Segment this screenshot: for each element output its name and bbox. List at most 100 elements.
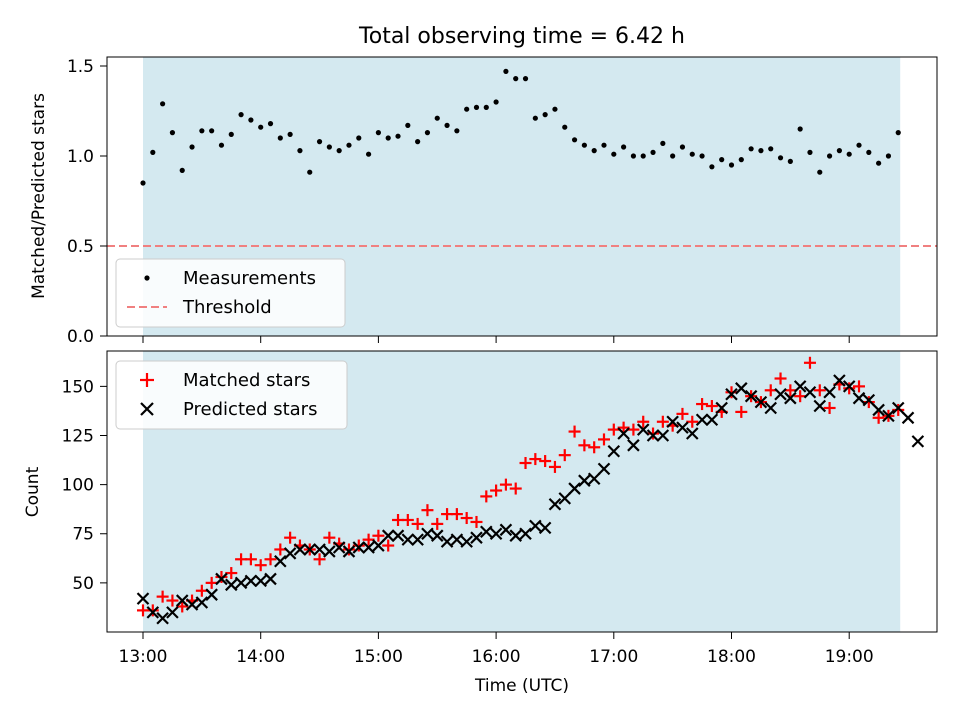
- predicted-star-point: [470, 531, 483, 544]
- predicted-star-point: [480, 525, 493, 539]
- measurement-point: [179, 167, 185, 173]
- measurement-point: [503, 68, 509, 74]
- top-y-tick-label: 0.0: [67, 327, 94, 347]
- x-tick-label: 16:00: [472, 647, 521, 667]
- bottom-x-ticks: 13:00 14:00 15:00 16:00 17:00 18:00 19:00: [119, 632, 874, 667]
- predicted-star-point-b: [185, 598, 199, 611]
- measurement-point: [836, 148, 842, 154]
- predicted-star-point-b: [636, 423, 650, 436]
- top-panel: 0.0 0.5 1.0 1.5 Total observing time = 6.42…: [29, 24, 938, 347]
- predicted-star-point: [205, 588, 218, 601]
- predicted-stars-points: [136, 374, 925, 625]
- matched-star-point: [872, 411, 885, 424]
- measurement-point: [169, 130, 176, 136]
- predicted-star-point-b: [617, 427, 630, 440]
- measurement-point: [434, 115, 440, 121]
- matched-star-point: [656, 415, 669, 428]
- measurement-point: [218, 142, 225, 148]
- matched-star-point: [421, 504, 434, 517]
- predicted-star-point-b: [156, 611, 169, 625]
- measurement-point: [885, 153, 892, 159]
- predicted-star-point: [725, 387, 738, 401]
- predicted-star-point-b: [715, 401, 728, 415]
- matched-star-point: [696, 398, 709, 411]
- measurement-points: [140, 68, 901, 186]
- measurement-point: [679, 144, 686, 150]
- predicted-star-point-b: [293, 543, 307, 556]
- matched-star-point: [254, 559, 267, 572]
- x-tick-label: 18:00: [707, 647, 756, 667]
- predicted-star-point: [401, 533, 415, 546]
- matched-star-point: [244, 553, 257, 566]
- measurement-point: [297, 148, 303, 154]
- bottom-legend: Matched stars Predicted stars: [115, 360, 348, 430]
- bottom-y-axis-label: Count: [23, 466, 43, 517]
- matched-star-point: [166, 594, 179, 607]
- matched-star-point: [274, 543, 287, 556]
- predicted-star-point: [764, 401, 778, 415]
- predicted-star-point: [646, 429, 660, 442]
- measurement-point: [522, 76, 529, 82]
- measurement-point: [777, 155, 784, 161]
- predicted-star-point: [372, 539, 385, 552]
- measurement-point: [807, 149, 813, 155]
- measurement-point: [817, 169, 823, 175]
- predicted-star-point: [656, 429, 670, 442]
- predicted-star-point: [607, 444, 621, 458]
- measurement-point: [307, 169, 313, 175]
- measurement-point: [650, 149, 656, 155]
- legend-threshold-label: Threshold: [182, 297, 272, 318]
- predicted-star-point: [666, 415, 679, 429]
- predicted-star-point-b: [470, 531, 483, 544]
- measurement-point: [611, 151, 617, 157]
- predicted-star-point-b: [234, 576, 248, 590]
- predicted-star-point-b: [548, 497, 562, 511]
- matched-star-point: [225, 567, 238, 580]
- measurement-point: [160, 101, 166, 107]
- bottom-legend-box: [115, 360, 348, 430]
- predicted-star-point: [705, 413, 719, 427]
- predicted-star-point-b: [244, 574, 258, 588]
- predicted-star-point: [136, 592, 150, 605]
- top-y-axis-label: Matched/Predicted stars: [29, 93, 49, 299]
- predicted-star-point-b: [323, 545, 336, 558]
- matched-star-point: [568, 425, 581, 438]
- matched-star-point: [735, 405, 748, 418]
- measurement-point: [601, 142, 607, 148]
- predicted-star-point: [823, 385, 836, 399]
- legend-predicted-label: Predicted stars: [183, 399, 317, 420]
- bottom-panel-frame: [106, 350, 938, 633]
- measurement-point: [454, 128, 460, 134]
- predicted-star-point: [450, 533, 464, 546]
- predicted-star-point-b: [842, 380, 856, 393]
- top-y-tick-label: 1.5: [67, 57, 94, 77]
- predicted-star-point: [519, 527, 532, 541]
- predicted-star-point: [156, 611, 169, 625]
- predicted-star-point-b: [685, 427, 699, 440]
- measurement-point: [630, 153, 637, 159]
- predicted-star-point-b: [646, 429, 660, 442]
- predicted-star-point: [685, 427, 699, 440]
- predicted-star-point: [548, 497, 562, 511]
- bottom-y-tick-label: 75: [72, 525, 94, 545]
- predicted-star-point-b: [519, 527, 532, 541]
- predicted-star-point-b: [529, 519, 542, 533]
- bottom-y-tick-label: 150: [62, 377, 94, 397]
- predicted-star-point: [578, 474, 591, 487]
- predicted-star-point-b: [558, 492, 572, 505]
- predicted-star-point: [911, 435, 925, 448]
- matched-star-point: [725, 386, 738, 399]
- matched-star-point: [342, 543, 355, 556]
- predicted-star-point: [852, 391, 866, 405]
- predicted-star-point: [882, 409, 895, 423]
- predicted-star-point-b: [597, 462, 611, 476]
- bottom-y-tick-label: 50: [72, 574, 94, 594]
- predicted-star-point-b: [862, 393, 876, 407]
- predicted-star-point: [538, 521, 552, 535]
- legend-matched-marker: [140, 373, 154, 387]
- predicted-star-point-b: [666, 415, 679, 429]
- measurement-point: [395, 133, 401, 139]
- measurement-point: [258, 124, 264, 130]
- predicted-star-point: [323, 545, 336, 558]
